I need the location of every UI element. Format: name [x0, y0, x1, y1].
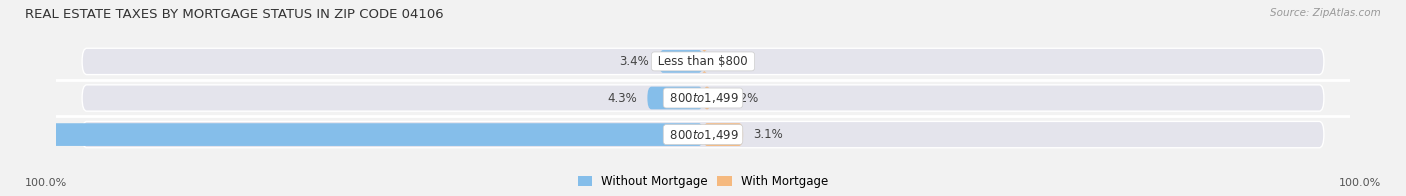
Text: Source: ZipAtlas.com: Source: ZipAtlas.com — [1270, 8, 1381, 18]
FancyBboxPatch shape — [702, 50, 707, 73]
Text: $800 to $1,499: $800 to $1,499 — [666, 128, 740, 142]
FancyBboxPatch shape — [703, 123, 744, 146]
FancyBboxPatch shape — [82, 121, 1324, 148]
FancyBboxPatch shape — [82, 48, 1324, 75]
Text: 3.4%: 3.4% — [619, 55, 648, 68]
FancyBboxPatch shape — [703, 87, 711, 109]
FancyBboxPatch shape — [82, 85, 1324, 111]
Text: Less than $800: Less than $800 — [654, 55, 752, 68]
Text: 0.62%: 0.62% — [721, 92, 759, 104]
Text: REAL ESTATE TAXES BY MORTGAGE STATUS IN ZIP CODE 04106: REAL ESTATE TAXES BY MORTGAGE STATUS IN … — [25, 8, 444, 21]
Text: 3.1%: 3.1% — [754, 128, 783, 141]
FancyBboxPatch shape — [659, 50, 703, 73]
Text: 0.21%: 0.21% — [716, 55, 754, 68]
Text: 4.3%: 4.3% — [607, 92, 637, 104]
Legend: Without Mortgage, With Mortgage: Without Mortgage, With Mortgage — [578, 175, 828, 188]
FancyBboxPatch shape — [647, 87, 703, 109]
Text: 100.0%: 100.0% — [1339, 178, 1381, 188]
Text: 100.0%: 100.0% — [25, 178, 67, 188]
Text: $800 to $1,499: $800 to $1,499 — [666, 91, 740, 105]
FancyBboxPatch shape — [0, 123, 703, 146]
